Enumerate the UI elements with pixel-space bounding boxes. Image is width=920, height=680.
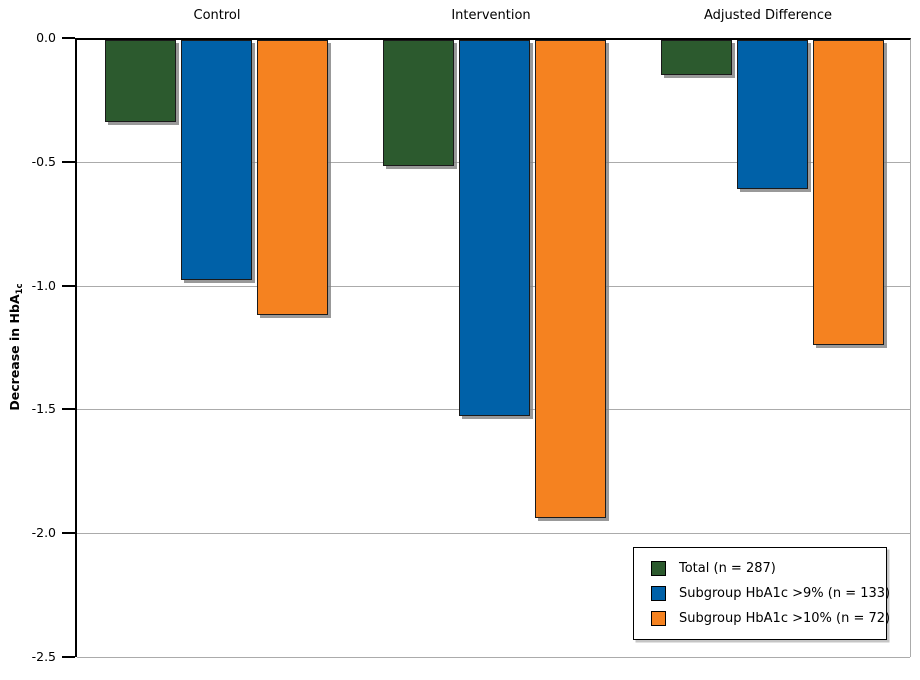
bar-intervention-subgroup-hba1c-gt9 xyxy=(459,40,530,417)
bar-adjusted-difference-subgroup-hba1c-gt10 xyxy=(813,40,884,345)
y-axis-tick-label: -2.5 xyxy=(31,649,56,664)
legend-swatch xyxy=(651,561,666,576)
bar-intervention-total xyxy=(383,40,454,167)
gridline xyxy=(77,533,910,535)
y-axis-tick xyxy=(62,532,75,535)
legend: Total (n = 287) Subgroup HbA1c >9% (n = … xyxy=(633,547,890,640)
y-axis-tick xyxy=(62,284,75,287)
gridline xyxy=(77,657,910,658)
plot-area xyxy=(75,38,911,658)
legend-item-total: Total (n = 287) xyxy=(651,561,886,577)
panel-title-control: Control xyxy=(193,8,241,23)
legend-swatch xyxy=(651,586,666,601)
y-axis-tick-label: -1.0 xyxy=(31,277,56,293)
legend-item-subgroup-10: Subgroup HbA1c >10% (n = 72) xyxy=(651,611,890,627)
y-axis-tick xyxy=(62,160,75,163)
legend-label: Total (n = 287) xyxy=(679,561,776,576)
bar-intervention-subgroup-hba1c-gt10 xyxy=(535,40,606,518)
panel-title-adjusted-difference: Adjusted Difference xyxy=(703,8,833,23)
y-axis-tick xyxy=(62,37,75,39)
legend-label: Subgroup HbA1c >9% (n = 133) xyxy=(679,586,891,601)
legend-label: Subgroup HbA1c >10% (n = 72) xyxy=(679,611,891,626)
y-axis-tick-label: 0.0 xyxy=(36,30,56,45)
y-axis-label-text: Decrease in HbA xyxy=(7,294,22,411)
bar-adjusted-difference-total xyxy=(661,40,732,75)
bar-control-subgroup-hba1c-gt10 xyxy=(257,40,328,315)
bar-adjusted-difference-subgroup-hba1c-gt9 xyxy=(737,40,808,189)
bar-control-total xyxy=(105,40,176,122)
y-axis-tick xyxy=(62,408,75,411)
y-axis-label: Decrease in HbA1c xyxy=(7,197,25,497)
panel-title-intervention: Intervention xyxy=(451,8,531,23)
legend-swatch xyxy=(651,611,666,626)
legend-item-subgroup-9: Subgroup HbA1c >9% (n = 133) xyxy=(651,586,890,602)
y-axis-tick-label: -0.5 xyxy=(31,153,56,169)
y-axis-tick xyxy=(62,656,75,658)
bar-control-subgroup-hba1c-gt9 xyxy=(181,40,252,281)
y-axis-tick-label: -1.5 xyxy=(31,401,56,417)
y-axis-tick-label: -2.0 xyxy=(31,525,56,541)
